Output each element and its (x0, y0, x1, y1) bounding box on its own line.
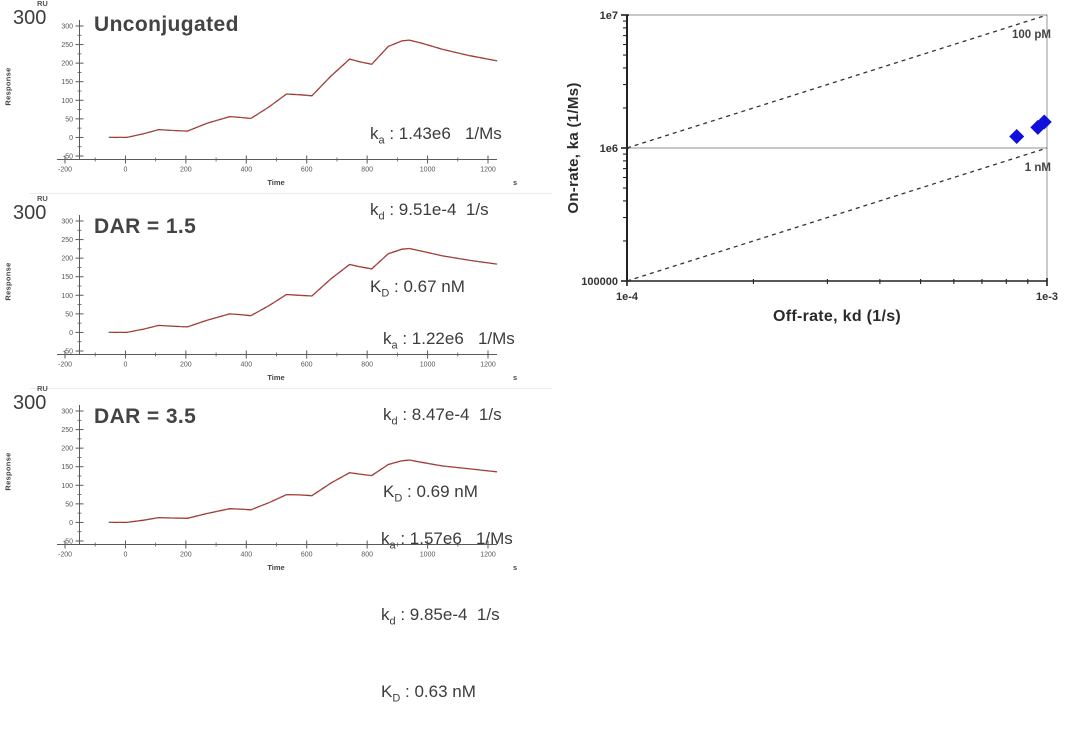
svg-text:1200: 1200 (480, 362, 496, 369)
svg-text:400: 400 (240, 167, 252, 174)
svg-text:1000: 1000 (420, 552, 436, 559)
svg-text:0: 0 (69, 330, 73, 337)
panel-divider (30, 388, 552, 389)
svg-text:1 nM: 1 nM (1025, 162, 1051, 174)
kinetic-KD: KD : 0.69 nM (383, 481, 478, 505)
kinetic-KD: KD : 0.67 nM (370, 276, 465, 300)
svg-text:1e7: 1e7 (600, 10, 618, 22)
svg-text:800: 800 (361, 552, 373, 559)
panel-divider (30, 193, 552, 194)
svg-text:50: 50 (65, 116, 73, 123)
svg-text:400: 400 (240, 552, 252, 559)
sensorgram-panel-dar-3-5: 300 250 200 150 100 50 0 -50 -200 0 200 400 600 800 10… (0, 384, 552, 704)
sensorgram-panel-unconjugated: 300 250 200 150 100 50 0 -50 -200 0 200 400 600 800 10… (0, 0, 552, 299)
on-off-rate-map: 1e7 1e6 100000 1e-4 1e-3 100 pM 1 nM (581, 10, 1058, 303)
svg-text:-200: -200 (58, 362, 72, 369)
svg-text:0: 0 (69, 520, 73, 527)
y-axis-title: Response (3, 262, 13, 301)
x-axis-title: Time (267, 178, 285, 187)
svg-text:200: 200 (61, 256, 73, 263)
svg-text:1200: 1200 (480, 167, 496, 174)
svg-text:0: 0 (69, 135, 73, 142)
svg-text:-50: -50 (63, 349, 73, 356)
svg-text:100000: 100000 (581, 276, 618, 288)
svg-text:-50: -50 (63, 539, 73, 546)
svg-text:-200: -200 (58, 552, 72, 559)
svg-text:1e6: 1e6 (600, 143, 618, 155)
svg-text:800: 800 (361, 362, 373, 369)
sensorgram-chart-unconjugated: 300 250 200 150 100 50 0 -50 -200 0 200 400 600 800 10… (57, 20, 498, 174)
svg-text:250: 250 (61, 427, 73, 434)
svg-text:0: 0 (123, 552, 127, 559)
x-axis-title: Time (267, 563, 285, 572)
svg-text:600: 600 (301, 167, 313, 174)
svg-text:1000: 1000 (420, 362, 436, 369)
svg-text:200: 200 (180, 167, 192, 174)
svg-text:-50: -50 (63, 154, 73, 161)
offrate-axis-title: Off-rate, kd (1/s) (772, 308, 902, 325)
kinetic-ka: ka : 1.43e6 1/Ms (370, 124, 502, 147)
svg-text:800: 800 (361, 167, 373, 174)
y-scale-max-label: 300 (13, 7, 47, 29)
svg-text:1e-4: 1e-4 (616, 291, 639, 303)
response-unit-label: RU (37, 384, 48, 393)
svg-text:200: 200 (180, 552, 192, 559)
response-unit-label: RU (37, 194, 48, 203)
kinetic-kd: kd : 9.85e-4 1/s (381, 605, 500, 628)
svg-text:300: 300 (61, 219, 73, 226)
kinetic-kd: kd : 9.51e-4 1/s (370, 200, 489, 223)
x-axis-unit: s (513, 563, 518, 572)
svg-text:250: 250 (61, 237, 73, 244)
svg-text:200: 200 (180, 362, 192, 369)
kinetics-block: ka : 1.43e6 1/Ms kd : 9.51e-4 1/s KD : 0… (370, 76, 502, 351)
svg-text:600: 600 (301, 362, 313, 369)
svg-text:-200: -200 (58, 167, 72, 174)
kinetics-block: ka : 1.22e6 1/Ms kd : 8.47e-4 1/s KD : 0… (383, 281, 515, 556)
x-axis-title: Time (267, 373, 285, 382)
panel-title: DAR = 1.5 (94, 215, 197, 238)
data-point-diamond (1009, 129, 1025, 145)
y-axis-title: Response (3, 67, 13, 106)
svg-text:0: 0 (123, 167, 127, 174)
svg-text:1e-3: 1e-3 (1036, 291, 1058, 303)
svg-text:0: 0 (123, 362, 127, 369)
svg-text:100 pM: 100 pM (1012, 29, 1051, 41)
panel-title: Unconjugated (94, 13, 239, 36)
y-scale-max-label: 300 (13, 392, 47, 414)
kinetic-kd: kd : 8.47e-4 1/s (383, 405, 502, 428)
svg-text:200: 200 (61, 61, 73, 68)
panel-title: DAR = 3.5 (94, 405, 197, 428)
svg-text:100: 100 (61, 98, 73, 105)
svg-text:300: 300 (61, 24, 73, 31)
svg-text:150: 150 (61, 274, 73, 281)
response-unit-label: RU (37, 0, 48, 8)
svg-text:300: 300 (61, 409, 73, 416)
sensorgram-chart-dar-1-5: 300 250 200 150 100 50 0 -50 -200 0 200 400 600 800 10… (57, 215, 498, 369)
svg-text:250: 250 (61, 42, 73, 49)
svg-text:400: 400 (240, 362, 252, 369)
svg-text:100: 100 (61, 483, 73, 490)
svg-text:1000: 1000 (420, 167, 436, 174)
svg-text:200: 200 (61, 446, 73, 453)
sensorgram-panel-dar-1-5: 300 250 200 150 100 50 0 -50 -200 0 200 400 600 800 10… (0, 194, 552, 504)
svg-text:150: 150 (61, 79, 73, 86)
sensorgram-chart-dar-3-5: 300 250 200 150 100 50 0 -50 -200 0 200 400 600 800 10… (57, 405, 498, 559)
svg-text:100: 100 (61, 293, 73, 300)
y-axis-title: Response (3, 452, 13, 491)
onrate-axis-title: On-rate, ka (1/Ms) (565, 82, 582, 214)
x-axis-unit: s (513, 178, 518, 187)
svg-text:1200: 1200 (480, 552, 496, 559)
kinetic-KD: KD : 0.63 nM (381, 681, 476, 705)
svg-text:50: 50 (65, 311, 73, 318)
x-axis-unit: s (513, 373, 518, 382)
y-scale-max-label: 300 (13, 202, 47, 224)
data-point-diamond (1036, 114, 1052, 130)
svg-text:600: 600 (301, 552, 313, 559)
kinetics-block: ka : 1.57e6 1/Ms kd : 9.85e-4 1/s KD : 0… (381, 481, 513, 756)
svg-text:150: 150 (61, 464, 73, 471)
kinetic-ka: ka : 1.22e6 1/Ms (383, 329, 515, 352)
svg-text:50: 50 (65, 501, 73, 508)
kinetic-ka: ka : 1.57e6 1/Ms (381, 529, 513, 552)
iso-affinity-plot: 1e7 1e6 100000 1e-4 1e-3 100 pM 1 nM Off-rate,… (560, 0, 1080, 345)
